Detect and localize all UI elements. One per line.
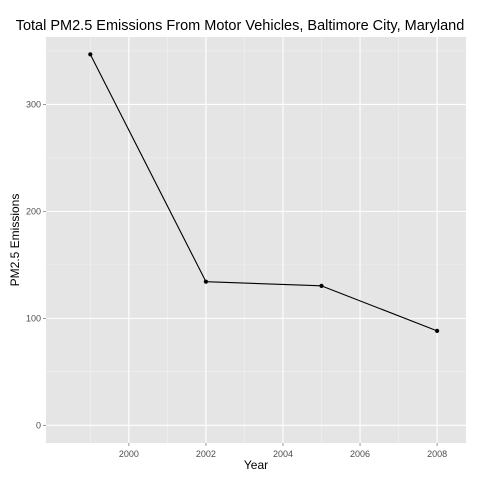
x-tick-label: 2006	[350, 449, 370, 459]
x-tick-label: 2000	[119, 449, 139, 459]
series-line	[89, 54, 438, 332]
y-axis-ticks: 0 100 200 300	[26, 99, 46, 430]
data-point-1999	[88, 52, 93, 57]
y-tick-label: 100	[26, 313, 41, 323]
x-tick-label: 2008	[427, 449, 447, 459]
major-gridlines	[46, 37, 466, 443]
y-tick-label: 300	[26, 99, 41, 109]
x-tick-label: 2002	[196, 449, 216, 459]
y-tick-label: 0	[36, 420, 41, 430]
x-axis-ticks: 2000 2002 2004 2006 2008	[119, 443, 447, 459]
chart-title: Total PM2.5 Emissions From Motor Vehicle…	[16, 18, 465, 34]
x-tick-label: 2004	[273, 449, 293, 459]
series-layer	[88, 52, 440, 333]
data-point-2005	[319, 283, 324, 288]
y-axis-title: PM2.5 Emissions	[8, 194, 22, 287]
data-point-2002	[203, 279, 209, 284]
x-axis-title: Year	[244, 458, 268, 472]
data-point-2008	[435, 328, 440, 333]
plot-panel	[46, 37, 466, 443]
y-tick-label: 200	[26, 206, 41, 216]
